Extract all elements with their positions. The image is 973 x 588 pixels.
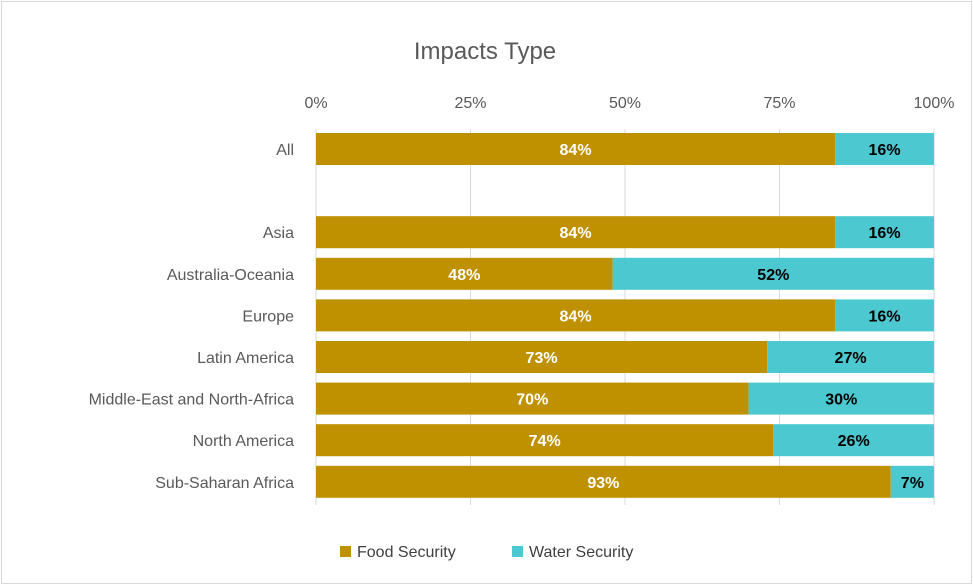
bar-food-security-australia-oceania bbox=[316, 257, 613, 290]
x-tick-label-100: 100% bbox=[914, 95, 955, 112]
data-label-water-security-asia: 16% bbox=[869, 225, 901, 242]
category-label-latin-america: Latin America bbox=[197, 350, 294, 367]
legend-swatch-food-security bbox=[340, 546, 351, 557]
bar-water-security-sub-saharan-africa bbox=[890, 465, 934, 498]
data-label-food-security-middle-east-and-north-africa: 70% bbox=[516, 392, 548, 409]
data-label-water-security-australia-oceania: 52% bbox=[757, 267, 789, 284]
x-tick-label-50: 50% bbox=[609, 95, 641, 112]
legend-swatch-water-security bbox=[512, 546, 523, 557]
chart-title: Impacts Type bbox=[414, 38, 556, 65]
legend-label-water-security: Water Security bbox=[529, 544, 633, 561]
category-label-australia-oceania: Australia-Oceania bbox=[167, 267, 294, 284]
legend-label-food-security: Food Security bbox=[357, 544, 456, 561]
data-label-water-security-middle-east-and-north-africa: 30% bbox=[825, 392, 857, 409]
bars bbox=[316, 133, 934, 498]
category-label-all: All bbox=[276, 142, 294, 159]
data-label-food-security-all: 84% bbox=[560, 142, 592, 159]
category-labels: All Asia Australia-Oceania Europe Latin Amer… bbox=[89, 142, 295, 492]
data-label-water-security-latin-america: 27% bbox=[835, 350, 867, 367]
x-tick-label-0: 0% bbox=[304, 95, 327, 112]
bar-water-security-australia-oceania bbox=[612, 257, 934, 290]
category-label-asia: Asia bbox=[263, 225, 294, 242]
x-tick-label-75: 75% bbox=[763, 95, 795, 112]
data-label-food-security-sub-saharan-africa: 93% bbox=[587, 475, 619, 492]
data-label-food-security-australia-oceania: 48% bbox=[448, 267, 480, 284]
category-label-europe: Europe bbox=[242, 308, 294, 325]
bar-water-security-all bbox=[835, 133, 934, 165]
data-label-water-security-all: 16% bbox=[869, 142, 901, 159]
bar-water-security-asia bbox=[835, 216, 934, 249]
bar-food-security-latin-america bbox=[316, 341, 768, 373]
x-axis-ticks: 0% 25% 50% 75% 100% bbox=[304, 95, 954, 112]
legend-item-food-security: Food Security bbox=[340, 544, 456, 561]
data-label-food-security-europe: 84% bbox=[560, 308, 592, 325]
legend: Food Security Water Security bbox=[340, 544, 633, 561]
category-label-north-america: North America bbox=[193, 433, 294, 450]
data-label-water-security-sub-saharan-africa: 7% bbox=[901, 475, 924, 492]
category-label-sub-saharan-africa: Sub-Saharan Africa bbox=[155, 475, 294, 492]
data-labels: 84% 16% 84% 16% 48% 52% 84% 16% 73% 27% 70% 30% 74% 2… bbox=[448, 142, 924, 492]
x-tick-label-25: 25% bbox=[454, 95, 486, 112]
bar-food-security-north-america bbox=[316, 424, 774, 457]
legend-item-water-security: Water Security bbox=[512, 544, 633, 561]
bar-water-security-latin-america bbox=[767, 341, 934, 373]
data-label-food-security-north-america: 74% bbox=[529, 433, 561, 450]
bar-food-security-sub-saharan-africa bbox=[316, 465, 891, 498]
bar-food-security-middle-east-and-north-africa bbox=[316, 382, 749, 415]
bar-water-security-north-america bbox=[773, 424, 934, 457]
bar-water-security-middle-east-and-north-africa bbox=[748, 382, 934, 415]
bar-water-security-europe bbox=[835, 299, 934, 332]
data-label-water-security-europe: 16% bbox=[869, 308, 901, 325]
bar-food-security-asia bbox=[316, 216, 836, 249]
data-label-food-security-asia: 84% bbox=[560, 225, 592, 242]
bar-food-security-all bbox=[316, 133, 836, 165]
data-label-water-security-north-america: 26% bbox=[838, 433, 870, 450]
data-label-food-security-latin-america: 73% bbox=[526, 350, 558, 367]
bar-food-security-europe bbox=[316, 299, 836, 332]
category-label-middle-east-and-north-africa: Middle-East and North-Africa bbox=[89, 392, 295, 409]
